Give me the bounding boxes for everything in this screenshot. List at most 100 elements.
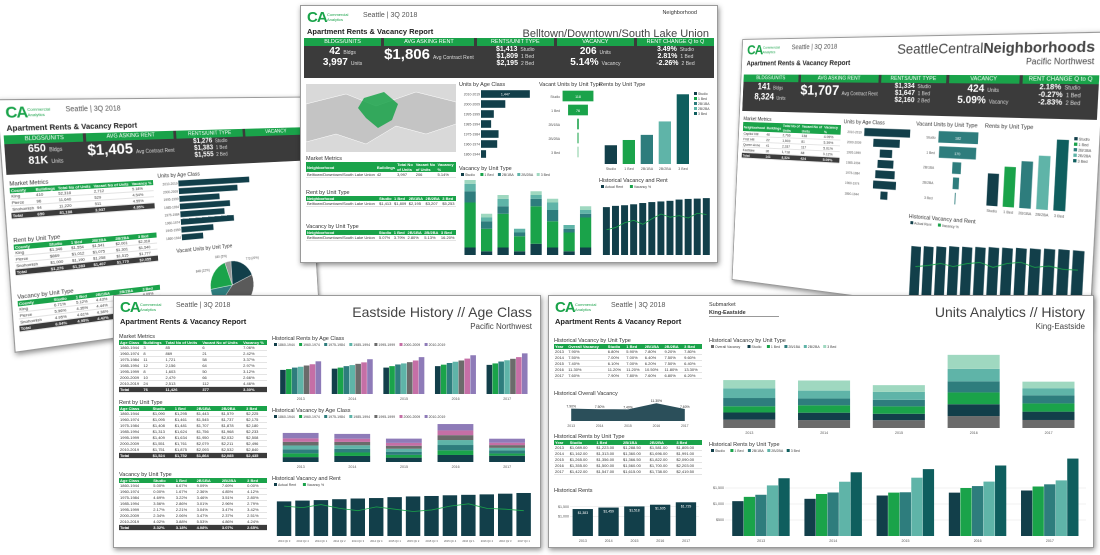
kpi-label: BLDGS/UNITS bbox=[304, 38, 382, 46]
table-cell: 1,721 bbox=[164, 356, 202, 363]
slice-label: 773 (20%) bbox=[246, 256, 259, 261]
kpi-value: 650 bbox=[27, 142, 47, 156]
x-tick-label: 2013 bbox=[757, 539, 765, 543]
y-tick-label: 2010-2019 bbox=[464, 93, 480, 97]
dashboard-title: Units Analytics // History bbox=[934, 304, 1085, 320]
legend-label: Vacancy % bbox=[634, 185, 651, 189]
bar bbox=[649, 504, 671, 536]
chart-title: Historical Vacancy by Unit Type bbox=[709, 338, 786, 344]
table-cell: $1,090 bbox=[151, 411, 174, 417]
table-row: 1985-1994 $1,313 $1,624 $1,756 $1,968 $2,233 bbox=[119, 428, 267, 435]
legend-label: 2B/2BA bbox=[698, 107, 710, 111]
bar bbox=[437, 435, 474, 441]
y-tick-label: 2000-2009 bbox=[847, 140, 862, 145]
table-cell: $2,532 bbox=[220, 446, 246, 453]
legend-label: Studio bbox=[715, 449, 725, 453]
legend-label: 2B/1BA bbox=[788, 345, 801, 349]
legend-swatch bbox=[517, 173, 521, 176]
legend-label: 1960-1974 bbox=[303, 343, 320, 347]
column-header: 2B/2BA bbox=[220, 406, 246, 411]
data-table: Neighborhood Buildings Total No of Units Va… bbox=[741, 121, 842, 164]
column-header: Year bbox=[554, 344, 568, 349]
bar bbox=[630, 204, 638, 255]
table-cell: 2,156 bbox=[164, 362, 202, 369]
bar bbox=[442, 495, 458, 536]
table-row: 1860-1944 3 85 6 7.06% bbox=[119, 345, 267, 351]
table-cell: 1860-1944 bbox=[119, 483, 153, 489]
bar bbox=[1019, 161, 1034, 209]
bar bbox=[464, 247, 476, 255]
bar bbox=[693, 198, 701, 255]
table-cell: $1,288.50 bbox=[622, 445, 649, 451]
legend-swatch bbox=[302, 483, 306, 486]
table-row: 2010-2019 4.02% 3.88% 5.53% 4.86% 4.24% bbox=[119, 518, 267, 525]
filter[interactable]: Submarket King-Eastside bbox=[709, 302, 779, 317]
x-tick-label: 2017 bbox=[681, 424, 689, 428]
table-header: Year Studio 1 Bed 2B/1BA 2B/2BA 3 Bed bbox=[554, 440, 702, 445]
chart-svg: 2010-2019 2000-2009 1995-1999 1985-1994 1975… bbox=[162, 176, 250, 241]
kpi-tile: BLDGS/UNITS 42 Bldgs 3,997 Units bbox=[304, 38, 382, 78]
bar bbox=[313, 500, 329, 536]
kpi-tile: VACANCY bbox=[244, 127, 308, 163]
table-cell: 2.97% bbox=[242, 362, 267, 369]
column-header: Vacancy % bbox=[436, 162, 456, 172]
chart-title: Historical Rents by Unit Type bbox=[709, 442, 780, 448]
value-label: 7.60% bbox=[680, 405, 690, 409]
legend-label: 1995-1999 bbox=[378, 415, 395, 419]
chart-svg: 2010-2019 1,447 2000-2009 1995-1999 1985-199… bbox=[464, 90, 530, 158]
bar bbox=[1002, 166, 1016, 208]
table-cell: 11,426 bbox=[164, 386, 202, 393]
table-cell: $1,481 bbox=[173, 422, 196, 429]
bar bbox=[947, 354, 1000, 369]
bar bbox=[723, 398, 776, 407]
y-tick-label: Studio bbox=[550, 95, 560, 99]
table-cell: 7.06% bbox=[242, 345, 267, 351]
bar bbox=[497, 213, 509, 248]
bar bbox=[282, 441, 319, 446]
y-tick-label: 1985-1994 bbox=[164, 205, 179, 210]
table-cell: 2010-2019 bbox=[119, 380, 143, 387]
table-cell: $1,805.00 bbox=[675, 445, 702, 451]
bar bbox=[530, 198, 542, 207]
x-tick-label: 2014 bbox=[596, 424, 604, 428]
x-tick-label: 2013 Qtr 4 bbox=[297, 539, 310, 543]
legend-label: 2000-2009 bbox=[404, 343, 421, 347]
kpi-unit: 2 Bed bbox=[917, 98, 930, 105]
table-cell: 4.02% bbox=[152, 518, 175, 525]
kpi-row: -2.83% 2 Bed bbox=[1021, 99, 1098, 108]
legend-label: Studio bbox=[698, 92, 708, 96]
column-header: 2B/2BA bbox=[220, 478, 247, 483]
bar bbox=[440, 364, 447, 394]
table-row: 2010-2019 24 2,513 112 4.46% bbox=[119, 380, 267, 387]
x-tick-label: 3 Bed bbox=[1054, 213, 1065, 219]
bar bbox=[412, 360, 419, 394]
value-label: 7.40% bbox=[623, 405, 633, 409]
chart-title: Vacancy by Unit Type bbox=[306, 224, 359, 230]
y-tick-label: 1960-1974 bbox=[845, 181, 860, 186]
table-cell: $2,175 bbox=[245, 416, 267, 423]
bar bbox=[486, 364, 493, 394]
table-cell: $2,211 bbox=[220, 440, 246, 447]
table-cell: 6.80% bbox=[663, 372, 684, 379]
filter[interactable]: Neighborhood bbox=[662, 10, 697, 16]
bar bbox=[1032, 486, 1044, 536]
table-cell: $1,581.00 bbox=[648, 445, 676, 451]
table-cell: Belltown/Downtown/South Lake Union bbox=[306, 235, 378, 241]
column-header: Neighborhood bbox=[306, 230, 378, 235]
table-cell: $2,055 bbox=[138, 255, 159, 264]
table-cell: $5,253 bbox=[441, 201, 456, 207]
table-cell: 3.07% bbox=[220, 524, 247, 531]
x-tick-label: 2016 bbox=[653, 424, 661, 428]
bar bbox=[282, 453, 319, 458]
bar bbox=[850, 472, 862, 536]
column-header: 3 Bed bbox=[245, 406, 267, 411]
table-cell: $2,079 bbox=[195, 440, 221, 447]
legend-swatch bbox=[497, 173, 501, 176]
table-cell: 2015 bbox=[554, 456, 569, 463]
bar bbox=[334, 452, 371, 456]
table-cell: 9.20% bbox=[663, 349, 684, 355]
bar bbox=[864, 128, 911, 138]
legend-swatch bbox=[1073, 153, 1077, 157]
y-tick-label: 1995-1999 bbox=[464, 113, 480, 117]
bar bbox=[464, 358, 471, 394]
